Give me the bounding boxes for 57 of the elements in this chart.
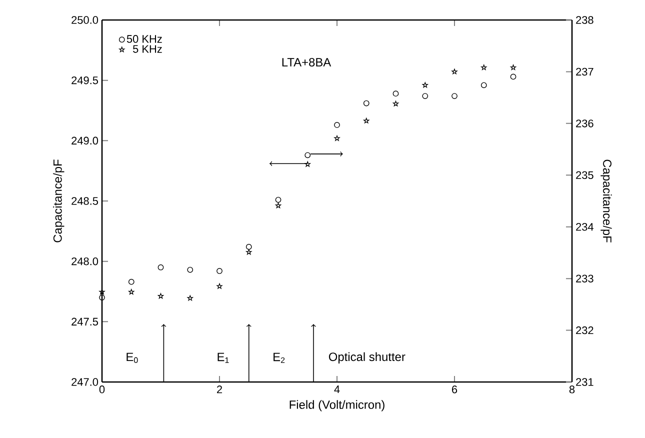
y2-tick-label: 238 [576, 16, 594, 24]
x-tick-label: 8 [569, 386, 575, 394]
x-axis-title: Field (Volt/micron) [290, 400, 384, 412]
point [392, 100, 399, 106]
y2-tick-label: 234 [576, 222, 594, 231]
point [275, 202, 282, 208]
annotation: LTA+8BA [282, 58, 332, 66]
point [452, 68, 458, 74]
x-tick-label: 2 [217, 386, 222, 394]
point [452, 93, 458, 99]
x-tick-label: 0 [99, 386, 105, 394]
point [128, 289, 134, 294]
y2-tick-label: 237 [576, 68, 594, 76]
point [246, 249, 252, 255]
y2-tick-label: 236 [576, 120, 594, 128]
x-tick-label: 6 [452, 386, 458, 394]
y-tick-label: 247.5 [72, 318, 98, 326]
point [216, 283, 222, 289]
point [158, 264, 164, 270]
point [422, 82, 428, 88]
y-tick-label: 250.0 [72, 16, 98, 24]
annotation: E$_{0}$ [126, 352, 138, 363]
point [364, 118, 370, 124]
y-tick-label: 249.5 [72, 76, 98, 84]
legend-label: 50 KHz [126, 35, 162, 43]
point [187, 295, 193, 301]
y2-tick-label: 235 [576, 171, 594, 180]
point [187, 266, 194, 273]
point [334, 122, 340, 128]
y-tick-label: 249.0 [72, 136, 98, 145]
y-tick-label: 247.0 [72, 378, 98, 386]
point [334, 135, 340, 141]
point [510, 74, 516, 80]
point [392, 90, 399, 97]
legend-label: 5 KHz [132, 45, 162, 53]
y-axis-title: Capacitance/pF [53, 160, 64, 242]
point [275, 196, 282, 203]
point [128, 278, 134, 285]
y2-tick-label: 232 [576, 326, 594, 334]
point [363, 100, 370, 106]
y2-tick-label: 231 [576, 378, 594, 386]
point [481, 64, 487, 70]
point [99, 294, 105, 300]
point [158, 293, 164, 299]
point [510, 64, 516, 70]
annotation: E$_{1}$ [218, 352, 229, 363]
y-tick-label: 248.0 [72, 257, 98, 266]
annotation: Optical shutter [328, 352, 406, 364]
point [216, 268, 222, 274]
annotation: E$_{2}$ [274, 352, 285, 363]
x-tick-label: 4 [334, 386, 340, 394]
y2-axis-title: Capacitance/pF [600, 160, 612, 242]
y2-tick-label: 233 [576, 274, 594, 282]
point [422, 93, 428, 99]
point [246, 244, 252, 250]
y-tick-label: 248.5 [72, 197, 98, 205]
point [480, 82, 487, 88]
